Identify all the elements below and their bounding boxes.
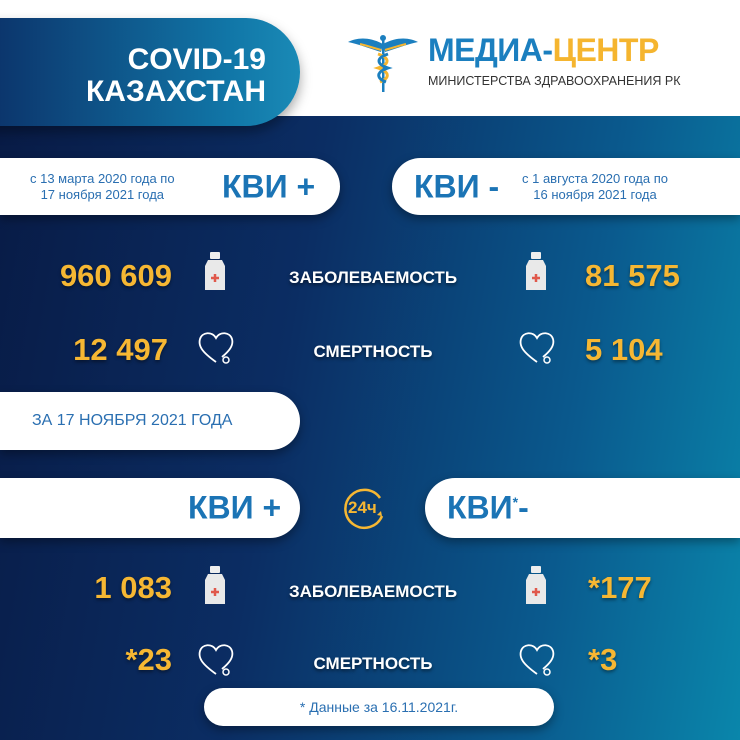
heart-icon: [519, 332, 555, 364]
daily-negative-deaths: *3: [588, 642, 618, 677]
medicine-bottle-icon: [526, 252, 546, 290]
daily-negative-cases: *177: [588, 570, 652, 605]
total-negative-deaths: 5 104: [585, 332, 663, 367]
24h-text: 24ч: [348, 498, 377, 517]
footnote: * Данные за 16.11.2021г.: [299, 699, 459, 715]
deaths-label: СМЕРТНОСТЬ: [313, 342, 433, 361]
total-negative-range: с 1 августа 2020 года по 16 ноября 2021 г…: [522, 170, 668, 202]
footnote-pill: * Данные за 16.11.2021г.: [204, 688, 554, 726]
medicine-bottle-icon: [205, 566, 225, 604]
logo-title: МЕДИА-ЦЕНТР: [428, 32, 659, 68]
daily-negative-label: КВИ*-: [447, 489, 529, 526]
cases-label: ЗАБОЛЕВАЕМОСТЬ: [288, 268, 458, 287]
total-positive-pill: с 13 марта 2020 года по 17 ноября 2021 го…: [0, 158, 340, 215]
logo-subtitle: МИНИСТЕРСТВА ЗДРАВООХРАНЕНИЯ РК: [428, 74, 681, 88]
daily-negative-pill: КВИ*-: [425, 478, 740, 538]
logo: МЕДИА-ЦЕНТР МИНИСТЕРСТВА ЗДРАВООХРАНЕНИЯ…: [348, 30, 728, 100]
title-line2: КАЗАХСТАН: [86, 75, 266, 108]
date-label: ЗА 17 НОЯБРЯ 2021 ГОДА: [32, 412, 233, 429]
daily-positive-cases: 1 083: [94, 570, 172, 605]
daily-positive-label: КВИ +: [188, 489, 282, 526]
heart-icon: [198, 332, 234, 364]
total-positive-deaths: 12 497: [73, 332, 168, 367]
caduceus-icon: [348, 35, 418, 92]
total-negative-pill: КВИ - с 1 августа 2020 года по 16 ноября …: [392, 158, 740, 215]
total-positive-range: с 13 марта 2020 года по 17 ноября 2021 го…: [30, 170, 175, 202]
medicine-bottle-icon: [526, 566, 546, 604]
title-banner: COVID-19 КАЗАХСТАН: [0, 18, 300, 126]
total-negative-label: КВИ -: [414, 168, 500, 204]
date-pill: ЗА 17 НОЯБРЯ 2021 ГОДА: [0, 392, 300, 450]
total-positive-label: КВИ +: [222, 168, 316, 204]
medicine-bottle-icon: [205, 252, 225, 290]
daily-positive-deaths: *23: [125, 642, 172, 677]
daily-positive-pill: КВИ +: [0, 478, 300, 538]
heart-icon: [198, 644, 234, 676]
daily-deaths-label: СМЕРТНОСТЬ: [313, 654, 433, 673]
total-negative-cases: 81 575: [585, 258, 680, 293]
title-line1: COVID-19: [127, 43, 266, 76]
daily-cases-label: ЗАБОЛЕВАЕМОСТЬ: [288, 582, 458, 601]
total-positive-cases: 960 609: [59, 258, 172, 293]
clock-24-icon: [344, 488, 384, 530]
heart-icon: [519, 644, 555, 676]
24h-badge: 24ч: [340, 486, 388, 530]
